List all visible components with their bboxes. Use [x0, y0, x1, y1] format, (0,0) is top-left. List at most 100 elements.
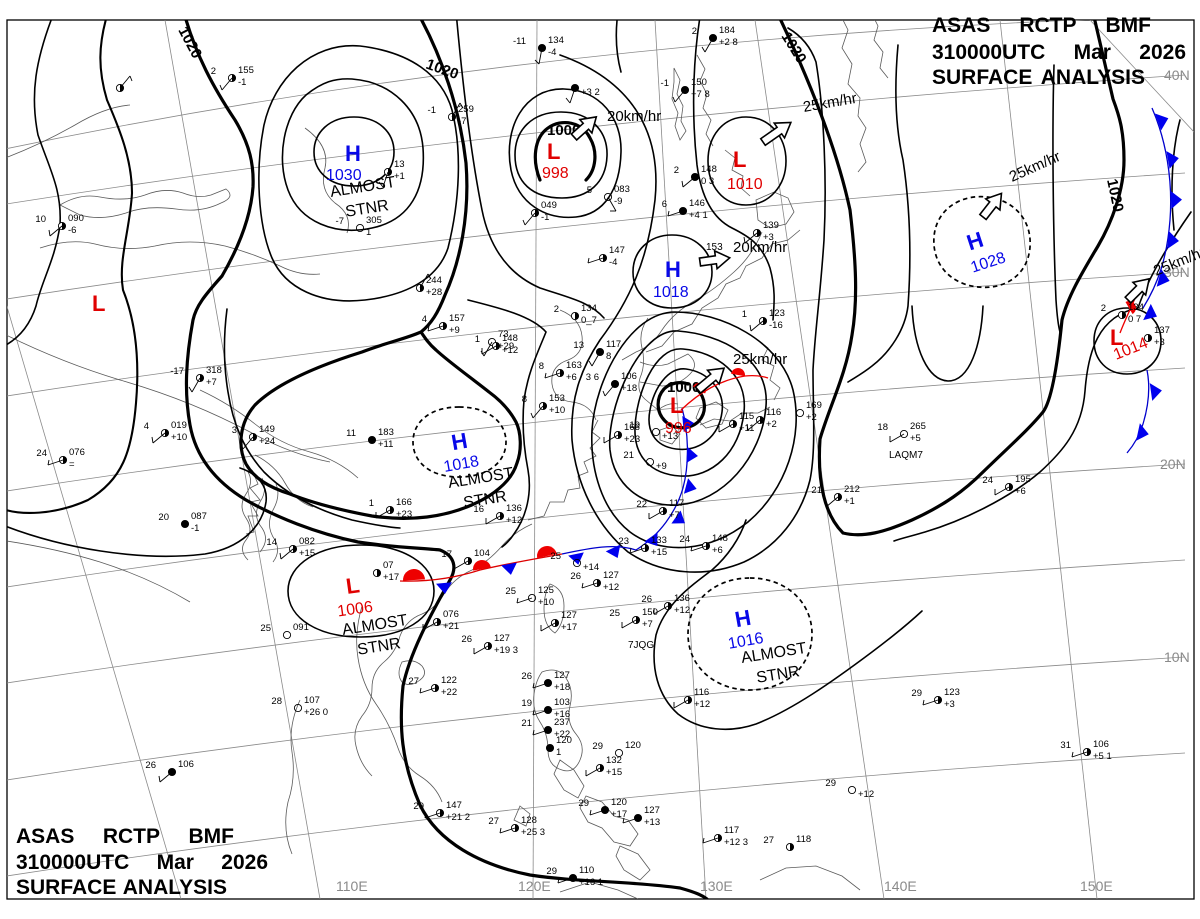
svg-text:11: 11: [346, 428, 356, 439]
svg-text:-4: -4: [548, 47, 556, 58]
svg-text:27: 27: [488, 816, 499, 827]
svg-text:21: 21: [811, 485, 822, 496]
svg-text:20N: 20N: [1160, 456, 1186, 472]
svg-text:3: 3: [232, 425, 237, 436]
svg-text:+3: +3: [763, 232, 774, 243]
svg-text:998: 998: [542, 165, 569, 182]
svg-text:1018: 1018: [653, 284, 689, 301]
svg-text:184: 184: [719, 25, 735, 36]
svg-text:-1: -1: [541, 212, 549, 223]
svg-text:148: 148: [701, 164, 717, 175]
svg-text:-1: -1: [428, 105, 436, 116]
svg-text:117: 117: [669, 498, 684, 509]
svg-text:22: 22: [636, 499, 647, 510]
svg-text:091: 091: [293, 622, 309, 633]
svg-text:+7 8: +7 8: [691, 89, 710, 100]
svg-text:+15: +15: [651, 547, 667, 558]
svg-text:1020: 1020: [174, 24, 205, 61]
svg-text:127: 127: [554, 670, 570, 681]
svg-text:30N: 30N: [1164, 264, 1190, 280]
svg-text:+14: +14: [583, 562, 599, 573]
svg-text:+10: +10: [549, 405, 565, 416]
svg-text:146: 146: [689, 198, 705, 209]
svg-text:076: 076: [69, 447, 85, 458]
svg-text:136: 136: [674, 593, 690, 604]
svg-text:153: 153: [549, 393, 565, 404]
svg-text:+12: +12: [674, 605, 690, 616]
svg-text:+12: +12: [603, 582, 619, 593]
svg-text:183: 183: [378, 427, 394, 438]
svg-text:+22: +22: [441, 687, 457, 698]
svg-text:+5: +5: [910, 433, 921, 444]
svg-text:118: 118: [796, 834, 811, 845]
svg-text:26: 26: [521, 671, 532, 682]
svg-text:40N: 40N: [1164, 67, 1190, 83]
svg-text:244: 244: [426, 275, 442, 286]
svg-text:+11: +11: [739, 423, 754, 434]
svg-text:+12: +12: [502, 345, 518, 356]
svg-text:2: 2: [211, 66, 216, 77]
svg-text:+6: +6: [712, 545, 723, 556]
svg-text:1: 1: [366, 227, 371, 238]
svg-text:L: L: [547, 139, 560, 164]
svg-text:1018: 1018: [442, 453, 480, 476]
svg-text:148: 148: [502, 333, 518, 344]
svg-text:237: 237: [554, 717, 570, 728]
svg-text:19: 19: [521, 698, 532, 709]
svg-text:29: 29: [578, 798, 589, 809]
svg-text:8: 8: [606, 351, 611, 362]
svg-text:24: 24: [36, 448, 47, 459]
svg-text:21: 21: [623, 450, 634, 461]
svg-text:305: 305: [366, 215, 382, 226]
svg-text:+2: +2: [806, 412, 817, 423]
svg-text:STNR: STNR: [344, 197, 390, 221]
svg-text:+25 3: +25 3: [521, 827, 545, 838]
svg-text:103: 103: [554, 697, 570, 708]
svg-text:-1: -1: [661, 78, 669, 89]
svg-text:28: 28: [271, 696, 282, 707]
svg-text:+3 2: +3 2: [581, 87, 600, 98]
svg-text:996: 996: [665, 420, 692, 437]
svg-text:-4: -4: [609, 257, 617, 268]
svg-text:+10: +10: [171, 432, 187, 443]
svg-text:1000: 1000: [667, 379, 700, 396]
svg-text:23: 23: [618, 536, 629, 547]
svg-text:117: 117: [724, 825, 739, 836]
svg-text:5: 5: [587, 185, 592, 196]
svg-text:25: 25: [550, 551, 561, 562]
svg-text:134: 134: [581, 303, 597, 314]
svg-text:4: 4: [422, 314, 427, 325]
svg-text:+15: +15: [606, 767, 622, 778]
svg-text:1006: 1006: [336, 599, 374, 621]
svg-text:13: 13: [573, 340, 584, 351]
svg-text:L: L: [92, 291, 105, 316]
svg-text:137: 137: [1154, 325, 1170, 336]
svg-text:26: 26: [641, 594, 652, 605]
svg-text:1: 1: [742, 309, 747, 320]
svg-text:132: 132: [606, 755, 622, 766]
svg-text:07: 07: [383, 560, 394, 571]
svg-text:049: 049: [541, 200, 557, 211]
svg-text:-6: -6: [68, 225, 76, 236]
svg-text:134: 134: [1128, 302, 1144, 313]
svg-text:1010: 1010: [727, 176, 763, 193]
svg-text:+16: +16: [554, 709, 570, 720]
svg-text:16: 16: [473, 504, 484, 515]
svg-text:120: 120: [556, 735, 572, 746]
svg-text:8: 8: [522, 394, 527, 405]
svg-text:+19 3: +19 3: [494, 645, 518, 656]
svg-text:+9: +9: [449, 325, 460, 336]
svg-text:20: 20: [158, 512, 169, 523]
svg-text:139: 139: [763, 220, 779, 231]
svg-text:17: 17: [441, 549, 452, 560]
svg-text:LAQM7: LAQM7: [889, 450, 923, 461]
svg-text:+16 1: +16 1: [579, 877, 603, 888]
svg-text:128: 128: [521, 815, 537, 826]
svg-text:082: 082: [299, 536, 315, 547]
svg-text:1020: 1020: [1103, 177, 1127, 213]
svg-text:29: 29: [592, 741, 603, 752]
svg-text:+18: +18: [554, 682, 570, 693]
svg-text:+12: +12: [694, 699, 710, 710]
svg-text:1: 1: [475, 334, 480, 345]
svg-text:110E: 110E: [336, 878, 368, 894]
